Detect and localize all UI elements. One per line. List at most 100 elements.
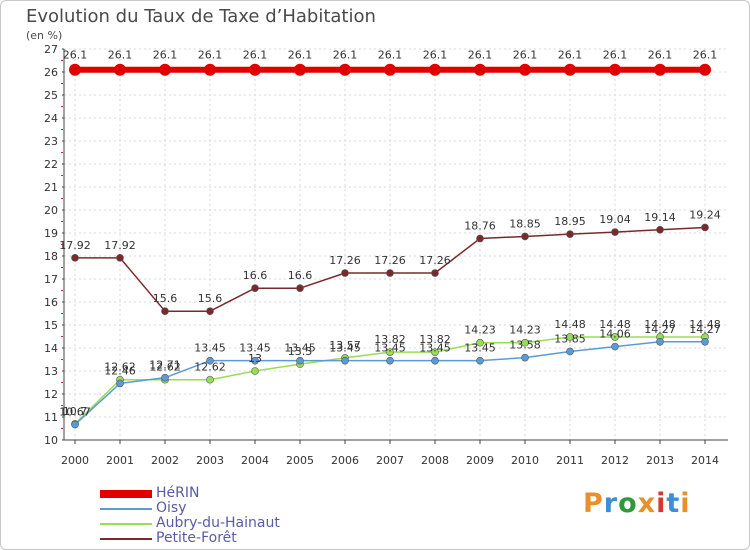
- y-tick-label: 19: [44, 227, 58, 240]
- data-point: [476, 338, 484, 347]
- data-point: [386, 269, 394, 277]
- data-point: [521, 232, 529, 241]
- data-label: 13.82: [374, 333, 406, 346]
- data-label: 14.27: [644, 323, 676, 336]
- data-point: [701, 223, 709, 232]
- chart-title: Evolution du Taux de Taxe d’Habitation: [26, 6, 376, 27]
- data-point: [566, 347, 574, 356]
- data-label: 14.48: [554, 318, 586, 331]
- y-tick-label: 23: [44, 135, 58, 148]
- data-point: [611, 342, 619, 351]
- y-tick-label: 16: [44, 296, 58, 309]
- y-tick-label: 12: [44, 388, 58, 401]
- data-label: 14.48: [599, 318, 631, 331]
- data-label: 14.48: [644, 318, 676, 331]
- y-tick-label: 21: [44, 181, 58, 194]
- x-tick-label: 2010: [511, 454, 539, 467]
- y-tick-label: 24: [44, 112, 58, 125]
- x-tick-label: 2004: [241, 454, 269, 467]
- data-point: [564, 63, 576, 76]
- data-label: 19.14: [644, 211, 676, 224]
- data-point: [431, 269, 439, 277]
- data-label: 17.26: [419, 254, 451, 267]
- x-tick-label: 2002: [151, 454, 179, 467]
- data-point: [71, 420, 79, 429]
- data-point: [476, 234, 484, 243]
- x-tick-label: 2000: [61, 454, 89, 467]
- logo-letter: x: [637, 488, 657, 519]
- logo-letter: o: [618, 488, 638, 519]
- proxiti-logo: Proxiti: [583, 488, 691, 519]
- data-point: [611, 333, 619, 341]
- data-point: [251, 356, 259, 365]
- data-label: 26.1: [333, 49, 358, 62]
- legend-label: Petite-Forêt: [156, 530, 237, 546]
- data-point: [386, 348, 394, 356]
- y-tick-label: 27: [44, 43, 58, 56]
- y-tick-label: 25: [44, 89, 58, 102]
- data-label: 13.3: [288, 345, 313, 358]
- data-point: [159, 63, 171, 76]
- data-label: 16.6: [288, 269, 313, 282]
- logo-letter: i: [656, 488, 667, 519]
- data-point: [431, 348, 439, 356]
- data-point: [116, 254, 124, 262]
- y-tick-label: 14: [44, 342, 58, 355]
- x-tick-label: 2005: [286, 454, 314, 467]
- data-point: [519, 63, 531, 76]
- data-point: [656, 337, 664, 346]
- legend-label: HéRIN: [156, 485, 200, 501]
- y-tick-label: 10: [44, 434, 58, 447]
- data-point: [474, 63, 486, 76]
- y-tick-label: 22: [44, 158, 58, 171]
- data-point: [339, 63, 351, 76]
- data-point: [251, 284, 259, 293]
- data-label: 15.6: [153, 292, 178, 305]
- data-label: 26.1: [63, 49, 88, 62]
- x-tick-label: 2006: [331, 454, 359, 467]
- data-point: [206, 375, 214, 384]
- plot-area: [64, 49, 728, 440]
- data-point: [654, 63, 666, 76]
- data-point: [204, 63, 216, 76]
- data-label: 12.62: [194, 361, 226, 374]
- data-label: 10.7: [63, 405, 88, 418]
- data-label: 26.1: [648, 49, 673, 62]
- data-point: [116, 379, 124, 388]
- data-label: 26.1: [693, 49, 718, 62]
- y-tick-label: 17: [44, 273, 58, 286]
- data-label: 26.1: [513, 49, 538, 62]
- data-label: 12.62: [149, 361, 181, 374]
- data-label: 13.45: [239, 342, 271, 355]
- x-tick-label: 2009: [466, 454, 494, 467]
- data-point: [69, 63, 81, 76]
- x-tick-label: 2003: [196, 454, 224, 467]
- data-point: [611, 228, 619, 236]
- data-label: 17.92: [59, 239, 91, 252]
- data-label: 26.1: [153, 49, 178, 62]
- logo-letter: i: [680, 488, 691, 519]
- data-label: 26.1: [243, 49, 268, 62]
- y-tick-label: 18: [44, 250, 58, 263]
- data-point: [609, 63, 621, 76]
- data-label: 15.6: [198, 292, 223, 305]
- x-tick-label: 2011: [556, 454, 584, 467]
- data-point: [566, 230, 574, 238]
- data-point: [701, 337, 709, 346]
- y-tick-label: 13: [44, 365, 58, 378]
- data-point: [386, 356, 394, 365]
- data-label: 26.1: [288, 49, 313, 62]
- data-label: 13.45: [329, 342, 361, 355]
- data-label: 13.85: [554, 332, 586, 345]
- data-point: [476, 356, 484, 365]
- data-label: 13.45: [284, 342, 316, 355]
- data-label: 14.27: [689, 323, 721, 336]
- y-tick-label: 15: [44, 319, 58, 332]
- legend-label: Aubry-du-Hainaut: [156, 515, 280, 531]
- data-label: 26.1: [198, 49, 223, 62]
- logo-letter: r: [603, 488, 619, 519]
- data-point: [384, 63, 396, 76]
- data-label: 17.26: [374, 254, 406, 267]
- data-label: 26.1: [378, 49, 403, 62]
- data-point: [114, 63, 126, 76]
